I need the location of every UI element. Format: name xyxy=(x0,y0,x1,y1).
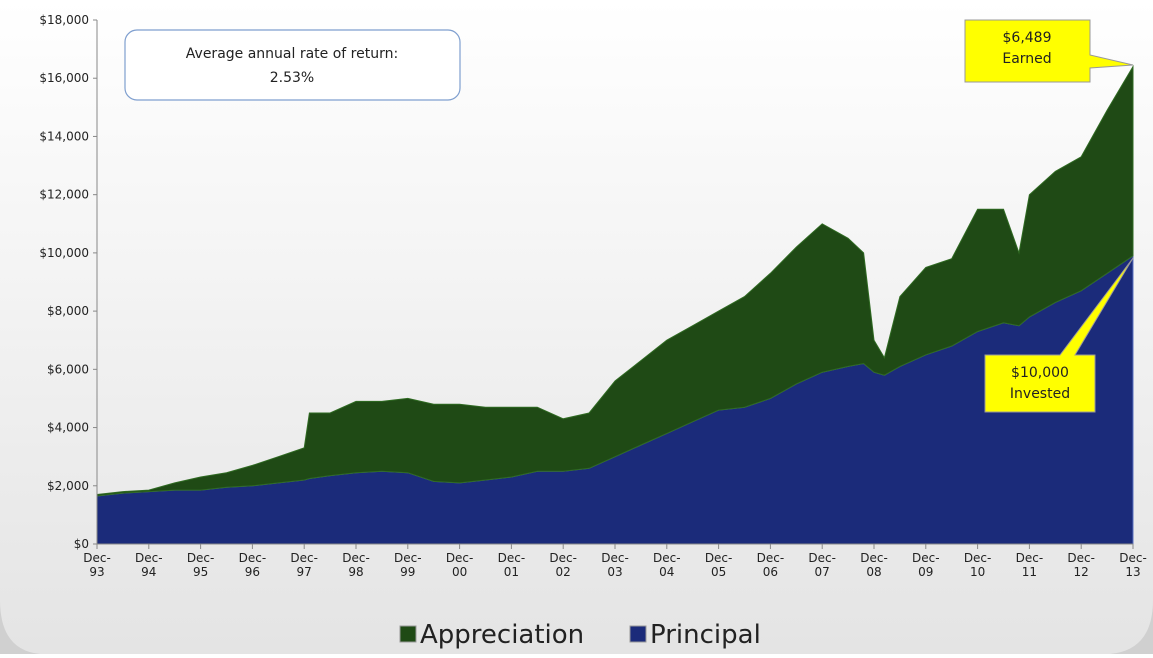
y-tick-label: $4,000 xyxy=(47,421,89,435)
annotation-text: $6,489 xyxy=(1003,30,1052,46)
x-tick-label: Dec-01 xyxy=(498,551,526,579)
x-tick-label: Dec-93 xyxy=(83,551,111,579)
x-tick-label: Dec-98 xyxy=(342,551,370,579)
x-tick-label: Dec-00 xyxy=(446,551,474,579)
y-tick-label: $10,000 xyxy=(39,246,89,260)
y-tick-label: $16,000 xyxy=(39,71,89,85)
legend-swatch xyxy=(399,625,417,643)
callout-invested xyxy=(984,257,1134,413)
x-tick-label: Dec-08 xyxy=(860,551,888,579)
x-tick-label: Dec-07 xyxy=(808,551,836,579)
x-tick-label: Dec-97 xyxy=(290,551,318,579)
x-tick-label: Dec-96 xyxy=(239,551,267,579)
y-tick-label: $8,000 xyxy=(47,304,89,318)
x-tick-label: Dec-94 xyxy=(135,551,163,579)
annotation-text: Average annual rate of return: xyxy=(186,46,398,62)
annotation-box xyxy=(124,29,461,101)
legend-label: Principal xyxy=(650,620,761,650)
x-tick-label: Dec-05 xyxy=(705,551,733,579)
legend-swatch xyxy=(629,625,647,643)
x-tick-label: Dec-11 xyxy=(1016,551,1044,579)
x-tick-label: Dec-95 xyxy=(187,551,215,579)
x-tick-label: Dec-03 xyxy=(601,551,629,579)
annotation-text: Invested xyxy=(1010,386,1070,402)
x-tick-label: Dec-10 xyxy=(964,551,992,579)
y-tick-label: $2,000 xyxy=(47,479,89,493)
legend: Appreciation Principal xyxy=(399,620,761,650)
annotation-text: Earned xyxy=(1002,51,1051,67)
y-tick-label: $18,000 xyxy=(39,13,89,27)
x-tick-label: Dec-04 xyxy=(653,551,681,579)
x-tick-label: Dec-06 xyxy=(757,551,785,579)
annotations: Average annual rate of return: 2.53% $6,48… xyxy=(186,30,1070,402)
x-tick-label: Dec-13 xyxy=(1119,551,1147,579)
y-tick-label: $12,000 xyxy=(39,188,89,202)
area xyxy=(96,64,1134,497)
callout-earned xyxy=(964,19,1134,83)
x-tick-label: Dec-99 xyxy=(394,551,422,579)
legend-label: Appreciation xyxy=(420,620,584,650)
plot-area: $0 $2,000 $4,000 $6,000 $8,000 $10,000 $12,000… xyxy=(39,13,1146,579)
annotation-text: 2.53% xyxy=(270,70,314,86)
annotation-text: $10,000 xyxy=(1011,365,1069,381)
y-tick-label: $0 xyxy=(74,537,89,551)
x-tick-label: Dec-12 xyxy=(1067,551,1095,579)
y-tick-label: $14,000 xyxy=(39,129,89,143)
x-tick-label: Dec-02 xyxy=(549,551,577,579)
y-tick-label: $6,000 xyxy=(47,362,89,376)
x-tick-label: Dec-09 xyxy=(912,551,940,579)
